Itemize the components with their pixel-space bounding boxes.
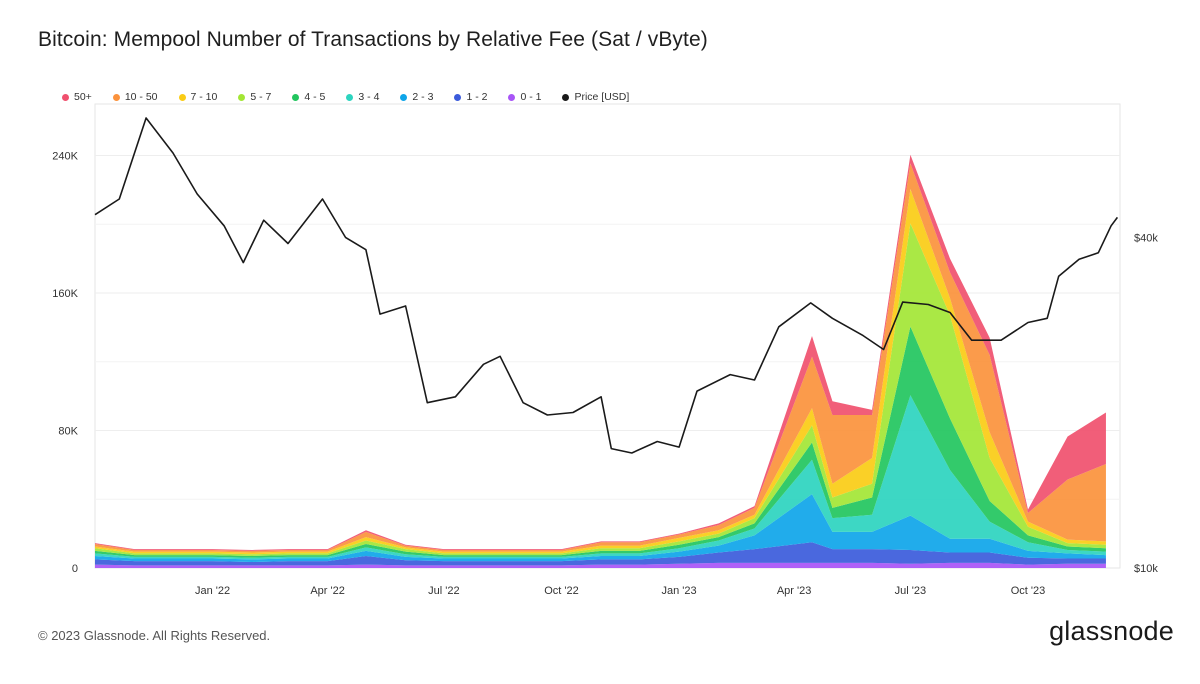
- legend-swatch: [178, 93, 186, 101]
- legend-item[interactable]: 3 - 4: [346, 91, 379, 103]
- y-right-tick-label: $40k: [1134, 232, 1158, 244]
- y-left-tick-label: 240K: [52, 151, 78, 163]
- legend-swatch: [400, 93, 408, 101]
- axis-labels: 0 80K 160K 240K Jan '22 Apr '22 Jul '22 Oct '22…: [52, 151, 1158, 597]
- legend-swatch: [454, 93, 462, 101]
- chart-legend: 50+ 10 - 50 7 - 10 5 - 7 4 - 5 3 - 4 2 - 3 1 - …: [62, 90, 650, 104]
- legend-item[interactable]: 0 - 1: [508, 91, 541, 103]
- y-left-tick-label: 160K: [52, 288, 78, 300]
- y-left-tick-label: 80K: [58, 426, 78, 438]
- x-tick-label: Jul '22: [428, 585, 459, 597]
- area-3-4: [95, 395, 1106, 560]
- legend-swatch: [292, 93, 300, 101]
- x-tick-label: Oct '22: [544, 585, 579, 597]
- x-tick-label: Apr '23: [777, 585, 812, 597]
- legend-item[interactable]: 1 - 2: [454, 91, 487, 103]
- legend-swatch: [62, 93, 69, 101]
- x-tick-label: Oct '23: [1011, 585, 1046, 597]
- y-left-tick-label: 0: [72, 563, 78, 575]
- x-tick-label: Jul '23: [895, 585, 926, 597]
- legend-swatch: [238, 93, 246, 101]
- area-2-3: [95, 494, 1106, 562]
- area-1-2: [95, 542, 1106, 566]
- x-tick-label: Jan '23: [662, 585, 697, 597]
- legend-item[interactable]: 4 - 5: [292, 91, 325, 103]
- copyright-footer: © 2023 Glassnode. All Rights Reserved.: [38, 628, 271, 643]
- price-series: [94, 117, 1119, 454]
- legend-label: 7 - 10: [190, 91, 218, 103]
- legend-item[interactable]: 10 - 50: [112, 91, 158, 103]
- legend-item[interactable]: 50+: [62, 91, 92, 103]
- legend-label: 5 - 7: [250, 91, 272, 103]
- brand-logo: glassnode: [1049, 616, 1174, 646]
- y-right-tick-label: $10k: [1134, 563, 1158, 575]
- legend-label: 0 - 1: [520, 91, 542, 103]
- x-tick-label: Jan '22: [195, 585, 230, 597]
- legend-label: Price [USD]: [574, 91, 630, 103]
- legend-swatch: [346, 93, 354, 101]
- legend-swatch: [112, 93, 120, 101]
- stacked-areas: [95, 154, 1106, 568]
- legend-label: 4 - 5: [304, 91, 326, 103]
- price-line: [94, 117, 1119, 454]
- legend-label: 2 - 3: [412, 91, 434, 103]
- area-0-1: [95, 562, 1106, 568]
- legend-item[interactable]: 2 - 3: [400, 91, 433, 103]
- legend-label: 1 - 2: [466, 91, 488, 103]
- legend-label: 10 - 50: [124, 91, 158, 103]
- legend-label: 50+: [74, 91, 92, 103]
- legend-item[interactable]: Price [USD]: [562, 91, 629, 103]
- area-10-50: [95, 163, 1106, 553]
- legend-item[interactable]: 5 - 7: [238, 91, 271, 103]
- legend-label: 3 - 4: [358, 91, 380, 103]
- legend-swatch: [562, 93, 570, 101]
- legend-item[interactable]: 7 - 10: [178, 91, 218, 103]
- chart-title: Bitcoin: Mempool Number of Transactions …: [38, 28, 708, 51]
- legend-swatch: [508, 93, 516, 101]
- x-tick-label: Apr '22: [310, 585, 345, 597]
